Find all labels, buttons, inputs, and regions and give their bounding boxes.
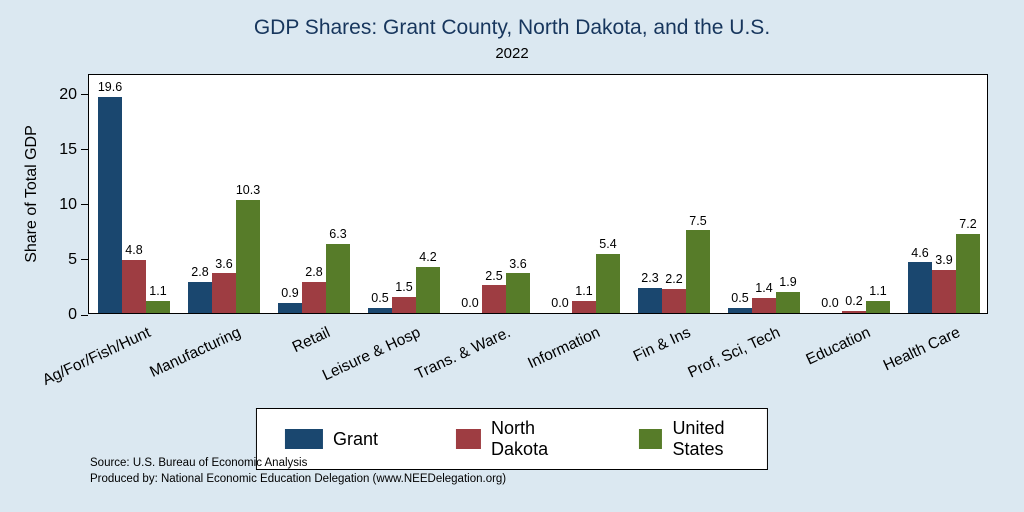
legend-item: North Dakota: [455, 418, 561, 460]
bar: [506, 273, 530, 313]
bar-value-label: 0.0: [551, 296, 569, 311]
bar-value-label: 0.2: [845, 294, 863, 309]
x-axis-label: Retail: [290, 324, 334, 357]
bar-value-label: 2.2: [665, 272, 683, 287]
bar: [188, 282, 212, 313]
bar: [596, 253, 620, 313]
bar-value-label: 1.4: [755, 280, 773, 295]
bar: [326, 243, 350, 313]
bar-value-label: 2.8: [191, 265, 209, 280]
bar-value-label: 0.9: [281, 286, 299, 301]
bar-value-label: 7.2: [959, 216, 977, 231]
bar-value-label: 0.5: [371, 290, 389, 305]
bar-value-label: 3.6: [509, 256, 527, 271]
y-tick-label: 10: [59, 195, 77, 213]
x-axis-label: Education: [803, 324, 874, 369]
bar-value-label: 3.6: [215, 256, 233, 271]
bar-value-label: 7.5: [689, 213, 707, 228]
bar-value-label: 2.3: [641, 270, 659, 285]
bar-value-label: 2.5: [485, 268, 503, 283]
produced-by-line: Produced by: National Economic Education…: [90, 473, 507, 486]
bar: [122, 260, 146, 313]
bar: [866, 300, 890, 313]
x-axis-label: Trans. & Ware.: [412, 324, 514, 383]
bar: [932, 270, 956, 313]
bar-value-label: 4.2: [419, 250, 437, 265]
y-tick-mark: [81, 94, 88, 96]
bar: [776, 292, 800, 313]
legend-swatch: [639, 429, 663, 449]
bar: [752, 297, 776, 313]
y-tick-label: 15: [59, 140, 77, 158]
bar-value-label: 0.0: [821, 296, 839, 311]
y-tick-label: 20: [59, 85, 77, 103]
x-axis-label: Manufacturing: [146, 324, 244, 381]
bar: [146, 300, 170, 313]
legend-swatch: [455, 429, 482, 449]
bar: [482, 285, 506, 313]
bar-value-label: 2.8: [305, 265, 323, 280]
y-tick-mark: [81, 259, 88, 261]
bar-value-label: 1.1: [869, 284, 887, 299]
x-axis-label: Ag/For/Fish/Hunt: [39, 324, 154, 389]
bar-value-label: 6.3: [329, 226, 347, 241]
legend-label: Grant: [332, 428, 378, 449]
bar-value-label: 0.0: [461, 296, 479, 311]
bar-value-label: 4.8: [125, 243, 143, 258]
y-axis-title: Share of Total GDP: [23, 125, 40, 263]
bar: [392, 296, 416, 313]
y-tick-label: 0: [68, 306, 77, 323]
x-axis-label: Information: [525, 324, 604, 373]
x-axis-label: Fin & Ins: [630, 324, 694, 366]
bar-value-label: 0.5: [731, 290, 749, 305]
bar: [98, 97, 122, 313]
x-axis-label: Health Care: [881, 324, 964, 375]
x-axis-label: Leisure & Hosp: [319, 324, 424, 385]
bar: [278, 303, 302, 313]
bar: [662, 288, 686, 313]
bar-value-label: 10.3: [235, 182, 261, 197]
bar: [638, 287, 662, 313]
y-tick-mark: [81, 314, 88, 316]
bar-value-label: 5.4: [599, 236, 617, 251]
bar: [302, 282, 326, 313]
bar: [572, 300, 596, 313]
legend-label: North Dakota: [491, 418, 549, 459]
legend: Grant North Dakota United States: [255, 408, 769, 470]
bar: [686, 230, 710, 313]
bar-value-label: 3.9: [935, 253, 953, 268]
y-tick-label: 5: [68, 250, 77, 268]
bar: [956, 233, 980, 313]
bar: [368, 307, 392, 313]
bar-value-label: 1.5: [395, 279, 413, 294]
bar: [728, 307, 752, 313]
bar-value-label: 4.6: [911, 245, 929, 260]
plot-area: 0 5 10 15 20 19.6 4.8 1.1 Ag/For/Fish/Hunt 2.8 3.6…: [40, 74, 988, 389]
bar: [842, 310, 866, 313]
bar-value-label: 1.1: [149, 284, 167, 299]
legend-swatch: [284, 429, 323, 449]
y-tick-mark: [81, 204, 88, 206]
footer: Source: U.S. Bureau of Economic Analysis…: [90, 455, 506, 487]
bar: [236, 199, 260, 313]
bar-value-label: 1.9: [779, 275, 797, 290]
y-tick-mark: [81, 149, 88, 151]
legend-item: United States: [639, 418, 739, 460]
bar-value-label: 19.6: [97, 80, 123, 95]
bar: [416, 266, 440, 313]
bar-value-label: 1.1: [575, 284, 593, 299]
bar: [212, 273, 236, 313]
x-axis-label: Prof, Sci, Tech: [685, 324, 784, 382]
legend-label: United States: [672, 418, 725, 459]
chart-title: GDP Shares: Grant County, North Dakota, …: [253, 16, 771, 39]
source-line: Source: U.S. Bureau of Economic Analysis: [90, 457, 308, 469]
chart-subtitle: 2022: [495, 45, 529, 62]
bar: [908, 262, 932, 313]
legend-item: Grant: [284, 428, 378, 450]
